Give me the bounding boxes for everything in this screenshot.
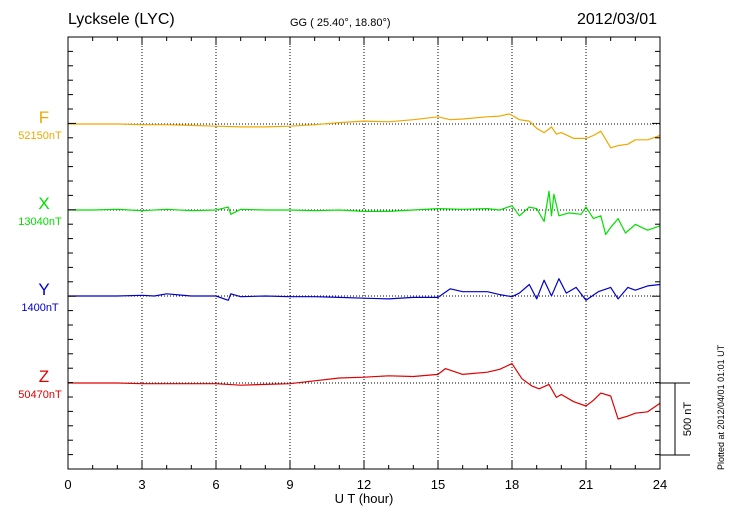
series-z-line	[68, 363, 661, 420]
series-x-baseline: 13040nT	[18, 216, 62, 228]
axis-ticks	[67, 37, 661, 470]
series-f-baseline: 52150nT	[18, 130, 62, 142]
station-title: Lycksele (LYC)	[68, 11, 175, 28]
geographic-coordinates: GG ( 25.40°, 18.80°)	[290, 17, 391, 29]
series-x-line	[68, 190, 661, 236]
series-x-name: X	[38, 194, 49, 213]
x-tick-label: 6	[212, 477, 219, 492]
chart-grid	[68, 37, 660, 469]
series-y-name: Y	[38, 280, 49, 299]
series-labels: 0 3 6 9 12 15 18 21 24 U T (hour) F 52150nT X 13040nT…	[18, 108, 667, 506]
series-layer	[68, 113, 661, 420]
x-tick-label: 3	[138, 477, 145, 492]
series-y-line	[68, 278, 661, 301]
scale-bar-label: 500 nT	[682, 402, 694, 437]
series-f-line	[68, 113, 661, 149]
x-tick-label: 12	[357, 477, 371, 492]
x-axis-label: U T (hour)	[335, 491, 394, 506]
scale-bar: 500 nT	[660, 382, 694, 456]
x-tick-label: 0	[64, 477, 71, 492]
x-tick-label: 9	[286, 477, 293, 492]
series-f-name: F	[39, 108, 49, 127]
x-tick-label: 21	[579, 477, 593, 492]
series-y-baseline: 1400nT	[21, 302, 59, 314]
series-z-baseline: 50470nT	[18, 389, 62, 401]
x-tick-label: 15	[431, 477, 445, 492]
x-tick-label: 24	[653, 477, 667, 492]
series-z-name: Z	[39, 367, 49, 386]
x-tick-label: 18	[505, 477, 519, 492]
plot-date: 2012/03/01	[577, 11, 658, 28]
